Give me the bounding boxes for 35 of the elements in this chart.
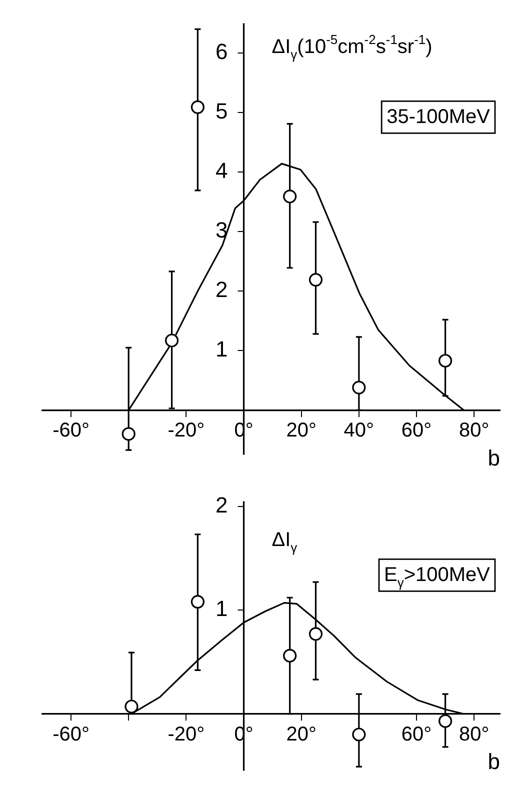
point [308, 627, 323, 641]
x-tick-label: 60° [401, 723, 432, 746]
x-tick-label: -60° [52, 420, 90, 442]
x-tick-label: 80° [458, 420, 490, 442]
point [283, 648, 297, 662]
x-tick-label: 60° [401, 420, 432, 442]
y-tick-label: 1 [216, 336, 228, 362]
y-tick-label: 4 [216, 158, 228, 184]
x-tick-label: 80° [458, 723, 490, 746]
x-tick-label: 40° [344, 420, 374, 442]
point [124, 700, 138, 714]
x-tick-label: 20° [286, 723, 316, 746]
point [352, 728, 366, 742]
x-axis-title: b [488, 749, 500, 774]
point [438, 714, 452, 728]
point [308, 272, 323, 287]
point [122, 427, 136, 441]
point [190, 100, 205, 114]
y-tick-label: 2 [216, 277, 228, 302]
x-tick-label: 20° [286, 420, 316, 442]
x-tick-label: -20° [168, 420, 205, 442]
annotation: 35-100MeV [386, 106, 491, 128]
point [438, 354, 452, 368]
x-axis-title: b [488, 445, 500, 470]
y-tick-label: 6 [216, 39, 228, 64]
y-tick-label: 1 [216, 596, 228, 622]
y-tick-label: 2 [216, 492, 228, 518]
point [190, 594, 205, 609]
y-tick-label: 5 [216, 98, 228, 124]
x-tick-label: -20° [168, 723, 205, 746]
point [352, 380, 366, 394]
point [164, 334, 179, 348]
point [283, 190, 297, 204]
y-tick-label: 3 [216, 218, 228, 243]
x-tick-label: -60° [52, 723, 90, 746]
